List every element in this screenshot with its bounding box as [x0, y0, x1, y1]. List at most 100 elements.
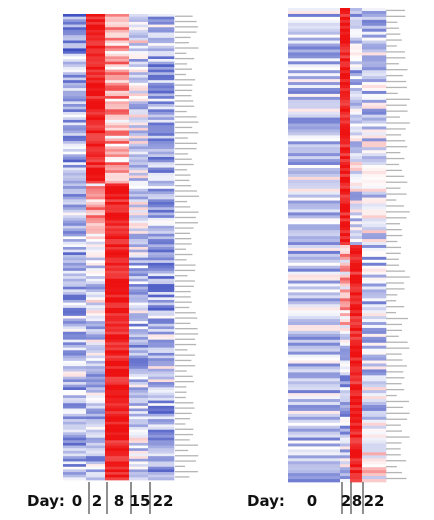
heatmap-cell — [86, 270, 106, 274]
heatmap-cell — [86, 321, 106, 325]
heatmap-cell — [288, 449, 341, 453]
heatmap-cell — [288, 236, 341, 240]
gene-label-mark — [175, 153, 188, 155]
heatmap-cell — [362, 236, 387, 240]
heatmap-cell — [105, 106, 130, 110]
heatmap-cell — [105, 384, 130, 388]
heatmap-cell — [86, 342, 106, 346]
heatmap-cell — [129, 429, 149, 433]
heatmap-cell — [86, 315, 106, 319]
heatmap-cell — [340, 197, 351, 201]
heatmap-cell — [340, 58, 351, 62]
heatmap-cell — [86, 204, 106, 208]
gene-label-mark — [386, 383, 402, 385]
heatmap-cell — [148, 254, 175, 258]
heatmap-cell — [148, 135, 175, 139]
heatmap-cell — [86, 93, 106, 97]
heatmap-cell — [129, 159, 149, 163]
heatmap-cell — [340, 292, 351, 296]
gene-label-mark — [386, 157, 405, 160]
heatmap-cell — [350, 129, 363, 133]
gene-label-mark — [175, 370, 187, 372]
heatmap-cell — [288, 375, 341, 379]
heatmap-cell — [340, 233, 351, 237]
heatmap-cell — [350, 262, 363, 267]
gene-label-mark — [175, 68, 193, 70]
gene-label-mark — [175, 174, 191, 176]
heatmap-cell — [86, 374, 106, 378]
heatmap-cell — [340, 162, 351, 166]
heatmap-cell — [63, 355, 87, 359]
heatmap-cell — [105, 313, 130, 317]
heatmap-cell — [148, 321, 175, 325]
heatmap-cell — [86, 117, 106, 121]
heatmap-cell — [105, 233, 130, 237]
heatmap-cell — [350, 324, 363, 329]
heatmap-cell — [63, 101, 87, 105]
heatmap-cell — [350, 37, 363, 41]
heatmap-cell — [105, 191, 130, 195]
heatmap-cell — [350, 410, 363, 415]
heatmap-cell — [148, 228, 175, 232]
heatmap-cell — [362, 256, 387, 261]
heatmap-cell — [362, 102, 387, 107]
heatmap-cell — [63, 276, 87, 280]
heatmap-cell — [288, 111, 341, 115]
heatmap-cell — [129, 397, 149, 401]
heatmap-cell — [148, 27, 175, 31]
heatmap-cell — [340, 322, 351, 326]
heatmap-cell — [129, 286, 149, 290]
heatmap-cell — [288, 271, 341, 275]
heatmap-cell — [362, 324, 387, 329]
heatmap-cell — [340, 179, 351, 184]
heatmap-cell — [63, 352, 87, 356]
gene-label-mark — [175, 73, 186, 76]
heatmap-cell — [288, 473, 341, 477]
heatmap-cell — [340, 19, 351, 24]
heatmap-cell — [63, 154, 87, 158]
heatmap-cell — [350, 452, 363, 456]
heatmap-cell — [362, 138, 387, 142]
heatmap-cell — [350, 271, 363, 275]
heatmap-cell — [340, 167, 351, 172]
gene-label-mark — [386, 140, 406, 142]
heatmap-cell — [350, 108, 363, 113]
heatmap-cell — [86, 469, 106, 473]
heatmap-cell — [350, 173, 363, 178]
heatmap-cell — [129, 138, 149, 142]
heatmap-cell — [350, 413, 363, 418]
gene-label-mark — [386, 288, 405, 290]
gene-label-mark — [386, 181, 408, 183]
heatmap-cell — [129, 207, 149, 211]
heatmap-cell — [105, 204, 130, 208]
heatmap-cell — [340, 170, 351, 175]
heatmap-cell — [340, 313, 351, 317]
heatmap-cell — [362, 479, 387, 483]
gene-label-mark — [386, 347, 410, 349]
heatmap-cell — [288, 215, 341, 219]
heatmap-cell — [105, 231, 130, 235]
heatmap-cell — [288, 99, 341, 104]
heatmap-cell — [350, 25, 363, 30]
heatmap-cell — [63, 80, 87, 84]
heatmap-cell — [362, 452, 387, 456]
heatmap-cell — [340, 298, 351, 302]
heatmap-cell — [288, 144, 341, 148]
heatmap-cell — [362, 345, 387, 350]
gene-label-mark — [175, 20, 197, 23]
heatmap-cell — [63, 440, 87, 444]
heatmap-cell — [129, 225, 149, 229]
heatmap-cell — [129, 276, 149, 280]
heatmap-cell — [362, 390, 387, 394]
heatmap-cell — [350, 304, 363, 308]
heatmap-cell — [63, 93, 87, 97]
heatmap-cell — [63, 114, 87, 118]
heatmap-cell — [148, 421, 175, 425]
heatmap-cell — [105, 85, 130, 89]
heatmap-cell — [288, 28, 341, 33]
heatmap-cell — [340, 458, 351, 462]
heatmap-cell — [63, 297, 87, 301]
heatmap-cell — [148, 114, 175, 118]
heatmap-cell — [362, 55, 387, 59]
gene-label-mark — [386, 104, 407, 106]
